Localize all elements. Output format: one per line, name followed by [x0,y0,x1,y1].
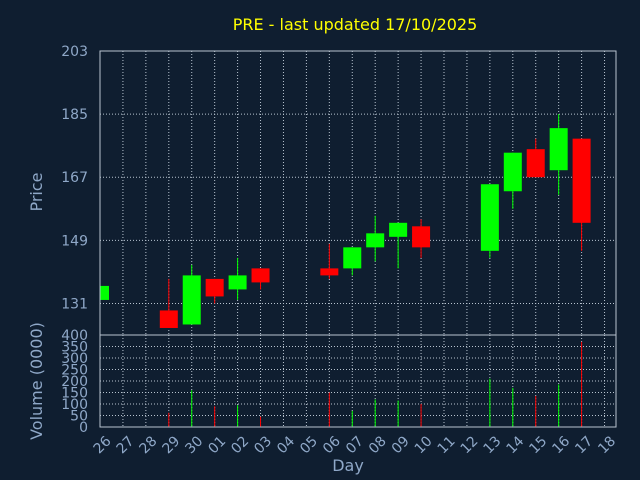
volume-tick-label: 400 [61,328,88,344]
day-tick-label: 14 [503,433,527,457]
price-tick-label: 167 [61,170,88,186]
day-tick-label: 28 [137,433,161,457]
candle-body [228,275,247,290]
candle-body [320,268,339,276]
volume-tick-label: 250 [61,363,88,379]
chart-title: PRE - last updated 17/10/2025 [233,15,478,34]
day-tick-label: 18 [595,433,619,457]
price-tick-label: 203 [61,44,88,60]
volume-axis-label: Volume (0000) [27,322,46,440]
candle-body [526,149,545,178]
day-tick-label: 04 [274,433,298,457]
day-tick-label: 13 [481,433,505,457]
volume-tick-label: 100 [61,397,88,413]
day-tick-label: 15 [526,433,550,457]
day-tick-label: 17 [572,433,596,457]
day-tick-label: 01 [205,433,229,457]
day-tick-label: 11 [435,433,459,457]
day-tick-label: 30 [182,433,206,457]
volume-tick-label: 50 [70,409,88,425]
candle-body [366,233,385,248]
candle-body [549,128,568,171]
day-tick-label: 07 [343,433,367,457]
day-tick-label: 29 [159,433,183,457]
candle-body [100,285,109,300]
candles [99,114,591,328]
candle-body [503,152,522,192]
price-tick-label: 185 [61,107,88,123]
price-panel-frame [99,50,617,336]
candle-body [205,278,224,297]
x-axis-label: Day [332,456,364,475]
day-tick-label: 08 [366,433,390,457]
price-axis-label: Price [27,172,46,211]
volume-grid [100,334,616,428]
day-tick-label: 02 [228,433,252,457]
candle-body [412,226,431,248]
candle-body [480,184,499,251]
price-tick-label: 131 [61,296,88,312]
candle-body [572,138,591,223]
day-tick-label: 09 [389,433,413,457]
day-tick-label: 12 [458,433,482,457]
day-tick-label: 26 [91,433,115,457]
candle-body [343,247,362,269]
volume-bars [168,341,583,427]
day-tick-labels: 26 27 28 29 30 01 02 03 04 05 06 07 08 09 10 11 12 13 14 15… [91,433,619,457]
volume-tick-label: 150 [61,386,88,402]
day-tick-label: 10 [412,433,436,457]
day-tick-label: 27 [114,433,138,457]
price-tick-label: 149 [61,233,88,249]
day-tick-label: 05 [297,433,321,457]
candle-body [389,222,408,237]
candle-body [251,268,270,283]
day-tick-label: 03 [251,433,275,457]
volume-tick-label: 300 [61,351,88,367]
volume-tick-label: 350 [61,340,88,356]
candle-body [182,275,201,325]
candle-body [159,310,178,328]
volume-tick-label: 200 [61,374,88,390]
volume-panel-frame [99,334,617,428]
day-tick-label: 16 [549,433,573,457]
day-tick-label: 06 [320,433,344,457]
volume-tick-label: 0 [79,420,88,436]
price-tick-labels: 203 185 167 149 131 [61,44,88,312]
price-grid [100,50,616,335]
